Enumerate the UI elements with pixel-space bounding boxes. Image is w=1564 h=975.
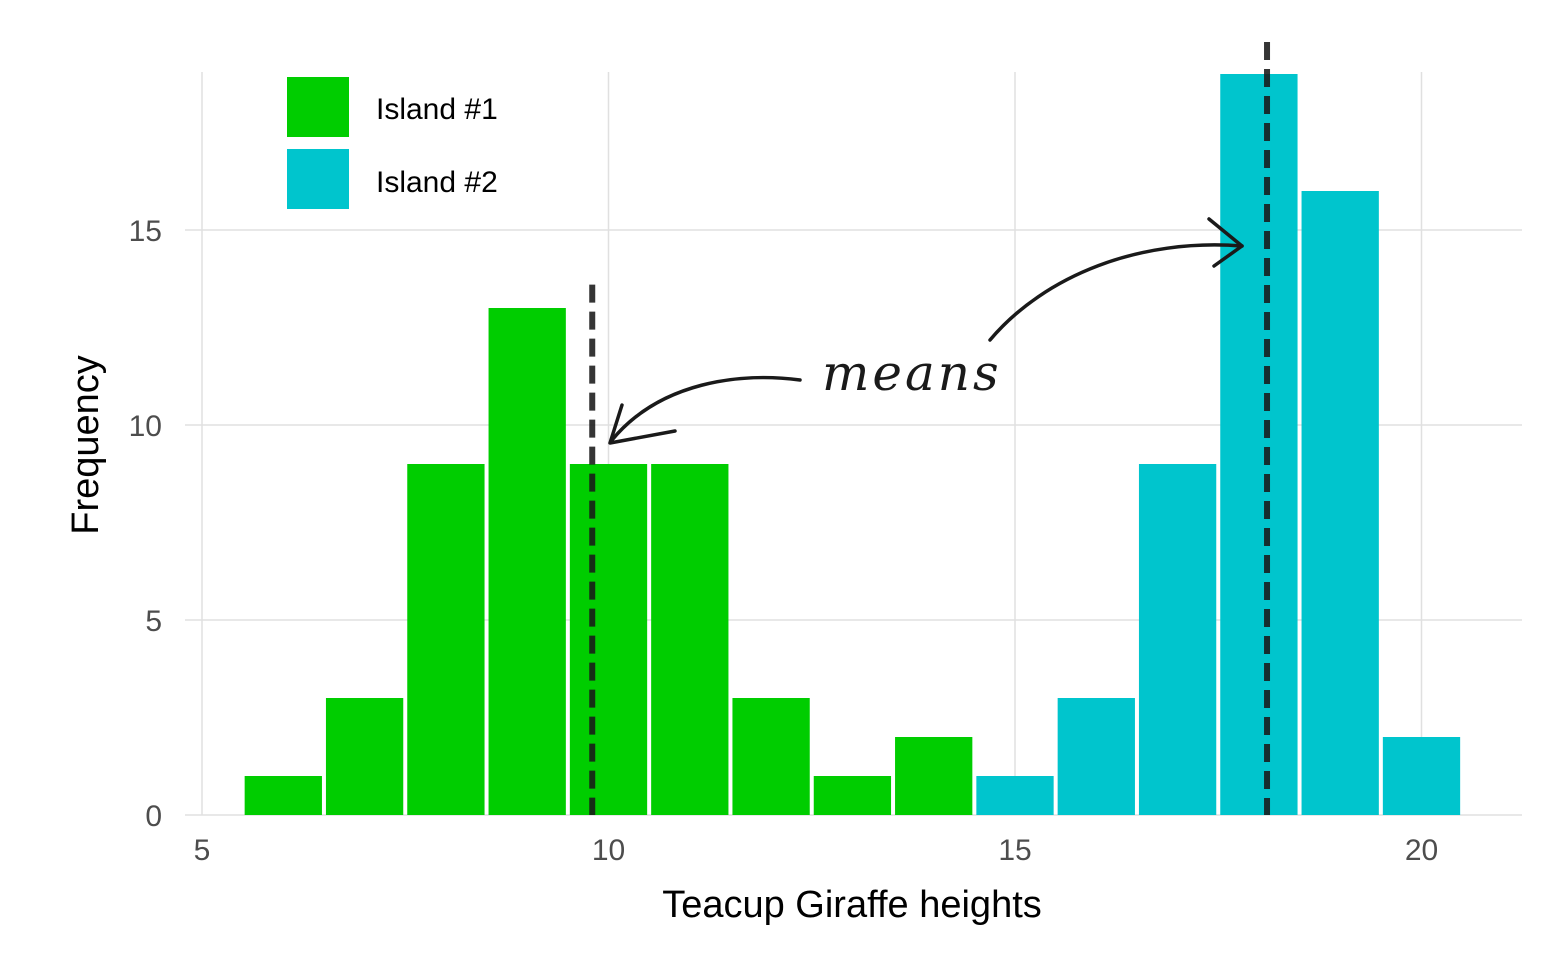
bar-island-2-bin-20 <box>1382 737 1461 815</box>
bar-island-1-bin-12 <box>732 698 810 815</box>
legend-label-island-1: Island #1 <box>376 93 498 126</box>
legend: Island #1 Island #2 <box>287 77 498 209</box>
bar-island-1-bin-10 <box>569 464 648 815</box>
arrow-to-island-2-mean-head <box>1207 217 1244 268</box>
y-tick-label: 0 <box>145 800 162 833</box>
y-tick-label: 15 <box>129 215 162 248</box>
bar-island-1-bin-6 <box>244 776 322 815</box>
bar-island-1-bin-14 <box>895 737 973 815</box>
legend-label-island-2: Island #2 <box>376 166 498 199</box>
bar-island-1-bin-13 <box>813 776 892 815</box>
bar-island-1-bin-11 <box>651 464 729 815</box>
bar-island-2-bin-17 <box>1138 464 1217 815</box>
histogram-bars <box>244 74 1461 815</box>
mean-lines <box>589 42 1271 815</box>
y-tick-label: 10 <box>129 410 162 443</box>
legend-swatch-island-2 <box>287 149 349 209</box>
x-axis-title: Teacup Giraffe heights <box>662 884 1042 926</box>
y-tick-label: 5 <box>145 605 162 638</box>
arrow-to-island-1-mean <box>610 375 802 442</box>
x-tick-label: 20 <box>1405 834 1438 867</box>
bar-island-1-bin-9 <box>488 308 566 815</box>
bar-island-2-bin-19 <box>1301 191 1379 815</box>
legend-swatch-island-1 <box>287 77 349 137</box>
x-tick-label: 15 <box>998 834 1031 867</box>
bar-island-1-bin-7 <box>325 698 404 815</box>
bar-island-2-bin-16 <box>1057 698 1135 815</box>
bar-island-2-bin-15 <box>976 776 1054 815</box>
arrow-to-island-1-mean-head <box>608 403 677 445</box>
x-tick-label: 5 <box>194 834 211 867</box>
means-annotation-text: means <box>822 344 1002 402</box>
x-tick-label: 10 <box>592 834 625 867</box>
arrow-to-island-2-mean <box>988 243 1244 342</box>
bar-island-2-bin-18 <box>1220 74 1298 815</box>
means-annotation: means <box>608 217 1244 445</box>
y-axis-title: Frequency <box>65 355 107 535</box>
bar-island-1-bin-8 <box>407 464 485 815</box>
